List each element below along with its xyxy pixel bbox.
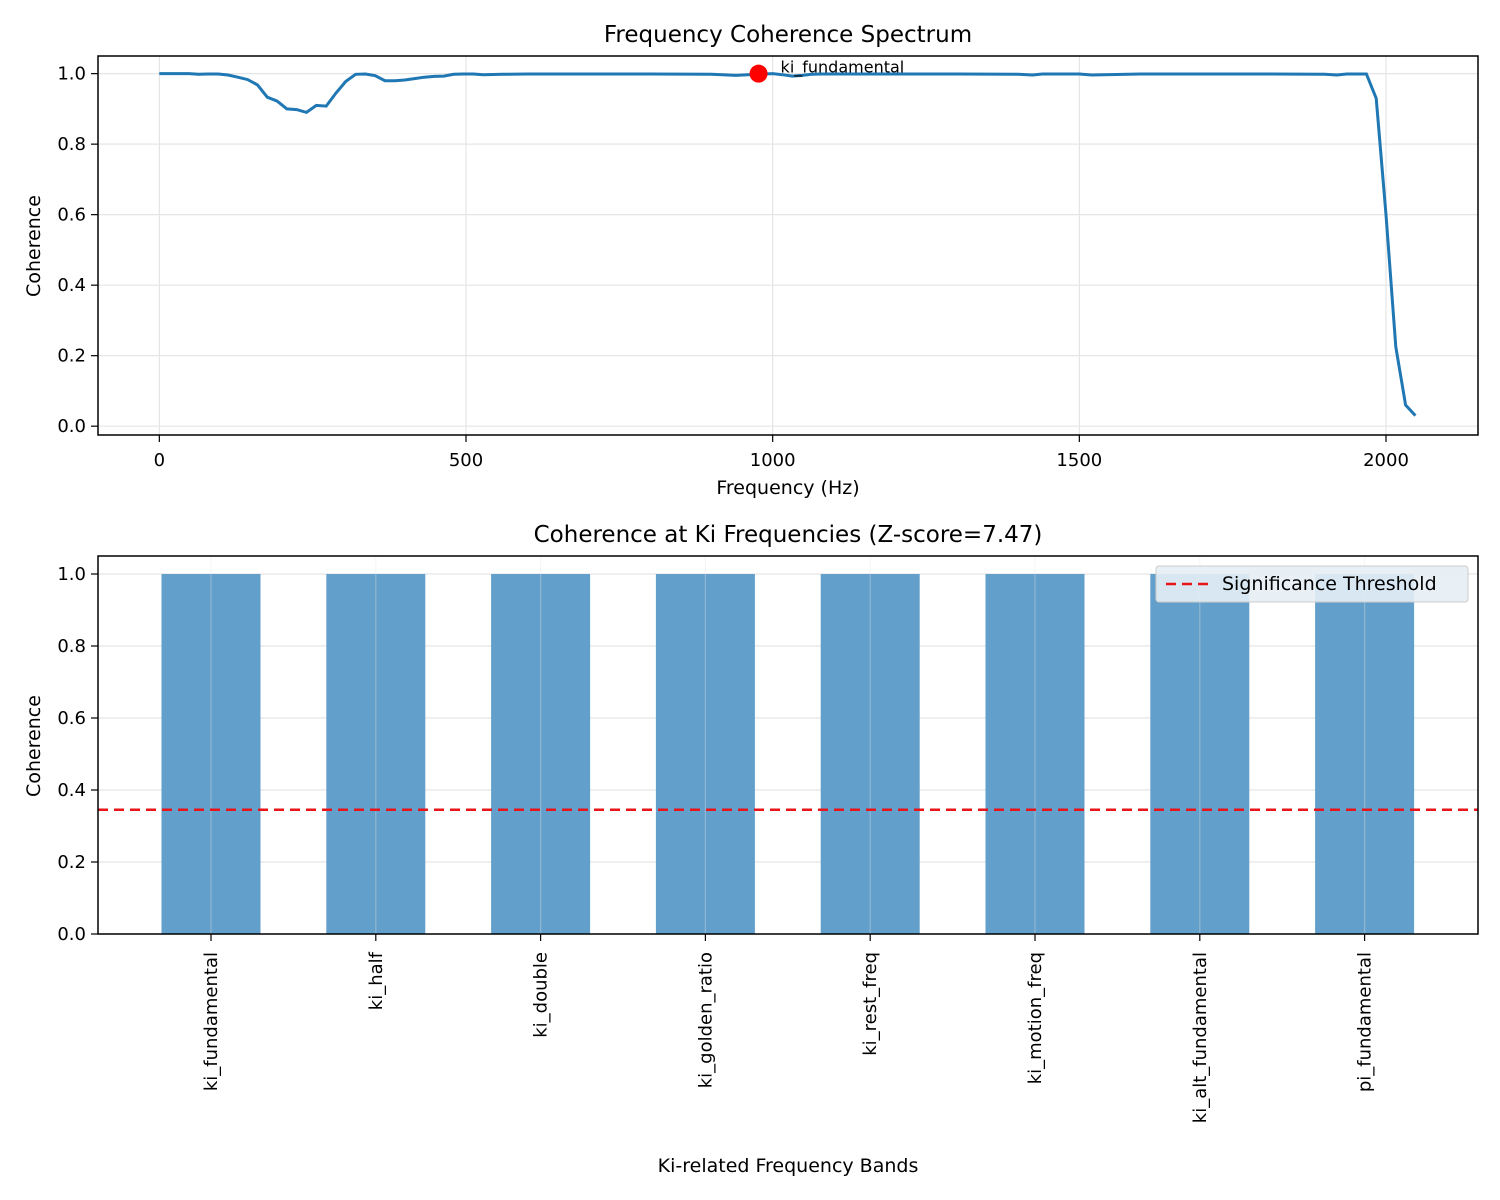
- bar-chart-legend: Significance Threshold: [1155, 565, 1469, 603]
- bar-chart-plot-frame: [97, 555, 1479, 935]
- spectrum-x-ticks: 0 500 1000 1500 2000: [154, 435, 1409, 471]
- spectrum-x-tick-label: 2000: [1363, 450, 1409, 471]
- legend-threshold-label: Significance Threshold: [1222, 573, 1437, 595]
- spectrum-y-label: Coherence: [23, 195, 45, 297]
- bar-chart-y-ticks: 0.0 0.2 0.4 0.6 0.8 1.0: [57, 564, 98, 945]
- bar-ki_rest_freq: [820, 574, 920, 934]
- spectrum-y-tick-label: 0.8: [57, 134, 86, 155]
- bar-chart-x-tick-label: ki_alt_fundamental: [1190, 952, 1211, 1123]
- bar-chart-x-tick-label: ki_double: [531, 952, 552, 1038]
- bar-chart-y-tick-label: 0.4: [57, 780, 86, 801]
- bar-pi_fundamental: [1315, 574, 1415, 934]
- ki-bar-chart: Coherence at Ki Frequencies (Z-score=7.4…: [23, 522, 1479, 1177]
- legend-box: [1155, 565, 1469, 603]
- spectrum-plot-frame: [97, 55, 1479, 436]
- bar-chart-x-tick-label: ki_half: [366, 951, 387, 1010]
- ki-fundamental-marker: [749, 64, 768, 83]
- bar-ki_motion_freq: [985, 574, 1085, 934]
- bar-ki_double: [491, 574, 591, 934]
- spectrum-x-label: Frequency (Hz): [716, 477, 859, 499]
- bar-chart-title: Coherence at Ki Frequencies (Z-score=7.4…: [534, 522, 1043, 548]
- spectrum-x-tick-label: 1000: [750, 450, 796, 471]
- bar-chart-x-tick-label: ki_golden_ratio: [695, 952, 716, 1088]
- bar-chart-x-label: Ki-related Frequency Bands: [658, 1155, 919, 1177]
- bar-chart-x-ticks: ki_fundamental ki_half ki_double ki_golden_…: [201, 934, 1376, 1123]
- bar-chart-y-tick-label: 1.0: [57, 564, 86, 585]
- spectrum-title: Frequency Coherence Spectrum: [604, 22, 972, 48]
- spectrum-x-tick-label: 0: [154, 450, 165, 471]
- bar-chart-grid: [98, 573, 1478, 935]
- bar-chart-x-tick-label: ki_fundamental: [201, 952, 222, 1091]
- spectrum-y-tick-label: 0.4: [57, 275, 86, 296]
- bar-chart-x-tick-label: ki_motion_freq: [1025, 952, 1046, 1084]
- spectrum-x-tick-label: 500: [449, 450, 483, 471]
- spectrum-x-tick-label: 1500: [1056, 450, 1102, 471]
- bar-chart-y-tick-label: 0.0: [57, 924, 86, 945]
- bar-chart-x-tick-label: pi_fundamental: [1355, 952, 1376, 1092]
- spectrum-chart: Frequency Coherence Spectrum 0 500 1000 150…: [23, 22, 1479, 499]
- spectrum-y-tick-label: 0.6: [57, 205, 86, 226]
- spectrum-y-ticks: 0.0 0.2 0.4 0.6 0.8 1.0: [57, 64, 98, 437]
- bar-ki_fundamental: [161, 574, 261, 934]
- bar-chart-y-tick-label: 0.8: [57, 636, 86, 657]
- bar-chart-x-tick-label: ki_rest_freq: [860, 952, 881, 1056]
- bar-chart-bars: [161, 556, 1415, 934]
- bar-ki_alt_fundamental: [1150, 574, 1250, 934]
- spectrum-line: [159, 72, 1417, 417]
- spectrum-y-tick-label: 1.0: [57, 64, 86, 85]
- bar-chart-y-label: Coherence: [23, 695, 45, 797]
- bar-ki_half: [326, 574, 426, 934]
- spectrum-y-tick-label: 0.2: [57, 346, 86, 367]
- bar-ki_golden_ratio: [655, 574, 755, 934]
- spectrum-y-tick-label: 0.0: [57, 416, 86, 437]
- bar-chart-y-tick-label: 0.2: [57, 852, 86, 873]
- ki-fundamental-annotation: ki_fundamental: [781, 58, 905, 78]
- bar-chart-y-tick-label: 0.6: [57, 708, 86, 729]
- spectrum-grid: [98, 56, 1478, 435]
